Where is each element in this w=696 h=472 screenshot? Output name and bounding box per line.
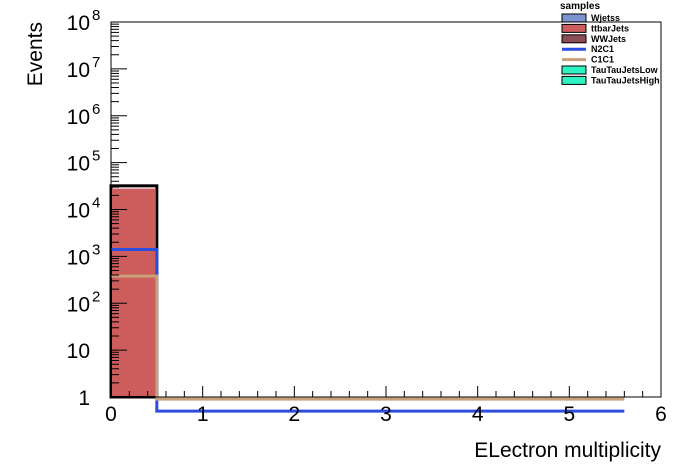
x-tick-label: 1 <box>197 403 209 426</box>
y-tick-exponent: 7 <box>92 54 100 71</box>
legend-label: TauTauJetsLow <box>591 65 659 75</box>
legend-title: samples <box>560 1 600 12</box>
legend-label: WWJets <box>591 34 626 44</box>
legend-label: ttbarJets <box>591 23 629 33</box>
legend-swatch-ttbarJets <box>561 23 587 33</box>
x-tick-label: 0 <box>105 403 117 426</box>
legend-swatch-TauTauJetsHigh <box>561 75 587 85</box>
series-line-N2C1 <box>111 248 625 413</box>
y-tick-label: 10 <box>67 106 90 129</box>
y-axis-title: Events <box>24 22 47 86</box>
legend-swatch-Wjetss <box>561 13 587 23</box>
histogram-bars <box>109 184 625 413</box>
axis-ticks <box>110 23 662 398</box>
legend: samples WjetssttbarJetsWWJetsN2C1C1C1Tau… <box>560 1 660 85</box>
y-tick-exponent: 8 <box>92 7 100 24</box>
legend-label: Wjetss <box>591 13 620 23</box>
legend-swatch-TauTauJetsLow <box>561 65 587 75</box>
y-tick-label: 1 <box>78 387 90 410</box>
y-tick-label: 10 <box>67 153 90 176</box>
y-tick-label: 10 <box>67 293 90 316</box>
y-tick-label: 10 <box>67 59 90 82</box>
x-tick-label: 5 <box>563 403 575 426</box>
x-tick-label: 3 <box>380 403 392 426</box>
y-tick-label: 10 <box>67 246 90 269</box>
y-tick-exponent: 2 <box>92 288 100 305</box>
y-tick-label: 10 <box>67 12 90 35</box>
bar-ttbarJets-bin-0 <box>112 188 156 396</box>
y-tick-exponent: 5 <box>92 148 100 165</box>
x-axis-title: ELectron multiplicity <box>474 439 661 462</box>
x-tick-label: 6 <box>655 403 667 426</box>
legend-label: TauTauJetsHigh <box>591 75 660 85</box>
y-tick-exponent: 6 <box>92 101 100 118</box>
legend-label: C1C1 <box>591 55 614 65</box>
x-tick-label: 2 <box>288 403 300 426</box>
legend-label: N2C1 <box>591 44 614 54</box>
y-tick-label: 10 <box>67 200 90 223</box>
y-tick-exponent: 4 <box>92 195 100 212</box>
y-tick-label: 10 <box>67 340 90 363</box>
series-line-C1C1 <box>111 274 625 401</box>
y-tick-exponent: 3 <box>92 241 100 258</box>
x-tick-label: 4 <box>472 403 484 426</box>
legend-swatch-WWJets <box>561 34 587 44</box>
